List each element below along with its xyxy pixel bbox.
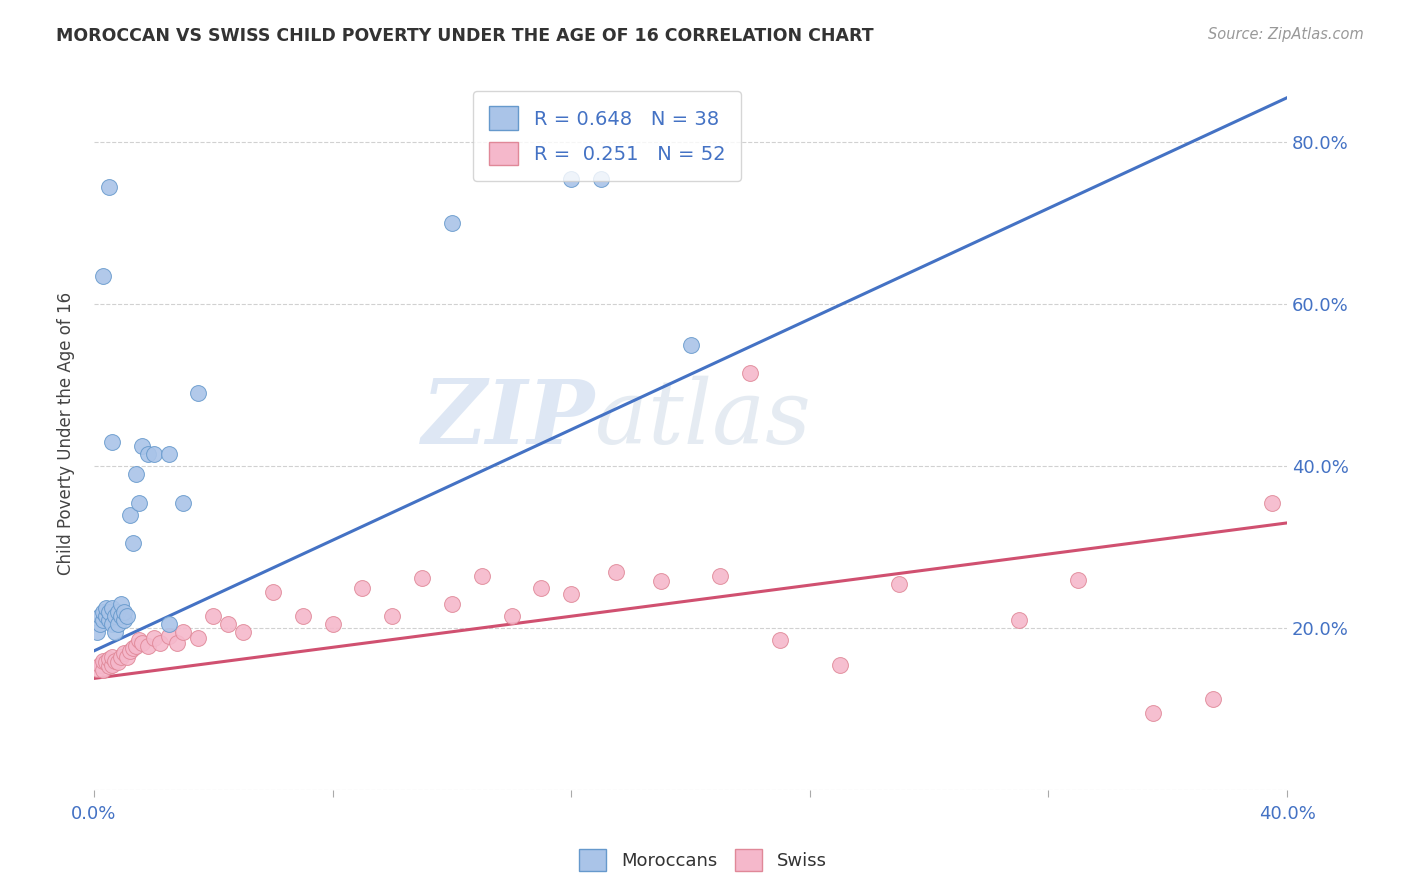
Text: atlas: atlas bbox=[595, 376, 811, 463]
Swiss bbox=[101, 649, 124, 664]
Swiss bbox=[97, 652, 120, 666]
Swiss bbox=[1067, 573, 1090, 587]
Swiss bbox=[650, 574, 672, 589]
Moroccans bbox=[112, 613, 135, 627]
Moroccans bbox=[110, 609, 132, 624]
Swiss bbox=[110, 649, 132, 664]
Swiss bbox=[1142, 706, 1164, 721]
Moroccans bbox=[101, 617, 124, 632]
Swiss bbox=[202, 609, 225, 624]
Swiss bbox=[112, 646, 135, 660]
Text: MOROCCAN VS SWISS CHILD POVERTY UNDER THE AGE OF 16 CORRELATION CHART: MOROCCAN VS SWISS CHILD POVERTY UNDER TH… bbox=[56, 27, 875, 45]
Moroccans bbox=[128, 496, 150, 510]
Moroccans bbox=[86, 625, 108, 640]
Moroccans bbox=[91, 605, 114, 619]
Swiss bbox=[291, 609, 314, 624]
Moroccans bbox=[187, 386, 209, 401]
Moroccans bbox=[118, 508, 141, 522]
Swiss bbox=[148, 636, 170, 650]
Moroccans bbox=[142, 447, 165, 461]
Moroccans bbox=[89, 609, 111, 624]
Swiss bbox=[91, 654, 114, 668]
Text: ZIP: ZIP bbox=[422, 376, 595, 463]
Moroccans bbox=[679, 337, 702, 351]
Swiss bbox=[86, 662, 108, 676]
Swiss bbox=[125, 639, 148, 653]
Swiss bbox=[1007, 613, 1029, 627]
Swiss bbox=[262, 584, 284, 599]
Moroccans bbox=[89, 617, 111, 632]
Swiss bbox=[440, 597, 463, 611]
Swiss bbox=[889, 576, 911, 591]
Moroccans bbox=[125, 467, 148, 482]
Swiss bbox=[157, 629, 180, 643]
Swiss bbox=[530, 581, 553, 595]
Moroccans bbox=[107, 617, 129, 632]
Moroccans bbox=[107, 605, 129, 619]
Swiss bbox=[232, 625, 254, 640]
Text: Source: ZipAtlas.com: Source: ZipAtlas.com bbox=[1208, 27, 1364, 42]
Moroccans bbox=[560, 171, 582, 186]
Moroccans bbox=[101, 434, 124, 449]
Moroccans bbox=[157, 447, 180, 461]
Swiss bbox=[142, 631, 165, 645]
Swiss bbox=[97, 659, 120, 673]
Moroccans bbox=[440, 216, 463, 230]
Swiss bbox=[101, 657, 124, 672]
Swiss bbox=[560, 587, 582, 601]
Moroccans bbox=[94, 601, 117, 615]
Moroccans bbox=[97, 613, 120, 627]
Moroccans bbox=[97, 605, 120, 619]
Swiss bbox=[471, 568, 494, 582]
Swiss bbox=[322, 617, 344, 632]
Swiss bbox=[381, 609, 404, 624]
Moroccans bbox=[101, 601, 124, 615]
Swiss bbox=[131, 636, 153, 650]
Swiss bbox=[115, 649, 138, 664]
Moroccans bbox=[115, 609, 138, 624]
Swiss bbox=[1261, 496, 1284, 510]
Swiss bbox=[89, 657, 111, 672]
Swiss bbox=[118, 644, 141, 658]
Moroccans bbox=[97, 179, 120, 194]
Swiss bbox=[187, 631, 209, 645]
Swiss bbox=[501, 609, 523, 624]
Moroccans bbox=[91, 268, 114, 283]
Swiss bbox=[605, 565, 627, 579]
Swiss bbox=[769, 633, 792, 648]
Moroccans bbox=[110, 597, 132, 611]
Swiss bbox=[217, 617, 239, 632]
Legend: Moroccans, Swiss: Moroccans, Swiss bbox=[572, 842, 834, 879]
Moroccans bbox=[104, 609, 127, 624]
Moroccans bbox=[136, 447, 159, 461]
Swiss bbox=[107, 655, 129, 669]
Moroccans bbox=[131, 439, 153, 453]
Swiss bbox=[104, 654, 127, 668]
Legend: R = 0.648   N = 38, R =  0.251   N = 52: R = 0.648 N = 38, R = 0.251 N = 52 bbox=[474, 91, 741, 181]
Y-axis label: Child Poverty Under the Age of 16: Child Poverty Under the Age of 16 bbox=[58, 293, 75, 575]
Moroccans bbox=[104, 625, 127, 640]
Moroccans bbox=[121, 536, 143, 550]
Swiss bbox=[1201, 692, 1223, 706]
Swiss bbox=[94, 655, 117, 669]
Moroccans bbox=[172, 496, 194, 510]
Moroccans bbox=[94, 609, 117, 624]
Moroccans bbox=[112, 605, 135, 619]
Swiss bbox=[411, 571, 433, 585]
Swiss bbox=[352, 581, 374, 595]
Swiss bbox=[128, 633, 150, 648]
Moroccans bbox=[589, 171, 612, 186]
Moroccans bbox=[157, 617, 180, 632]
Swiss bbox=[121, 641, 143, 656]
Swiss bbox=[91, 663, 114, 677]
Swiss bbox=[709, 568, 731, 582]
Swiss bbox=[740, 366, 762, 380]
Swiss bbox=[136, 639, 159, 653]
Swiss bbox=[828, 657, 851, 672]
Moroccans bbox=[91, 613, 114, 627]
Swiss bbox=[166, 636, 188, 650]
Swiss bbox=[172, 625, 194, 640]
